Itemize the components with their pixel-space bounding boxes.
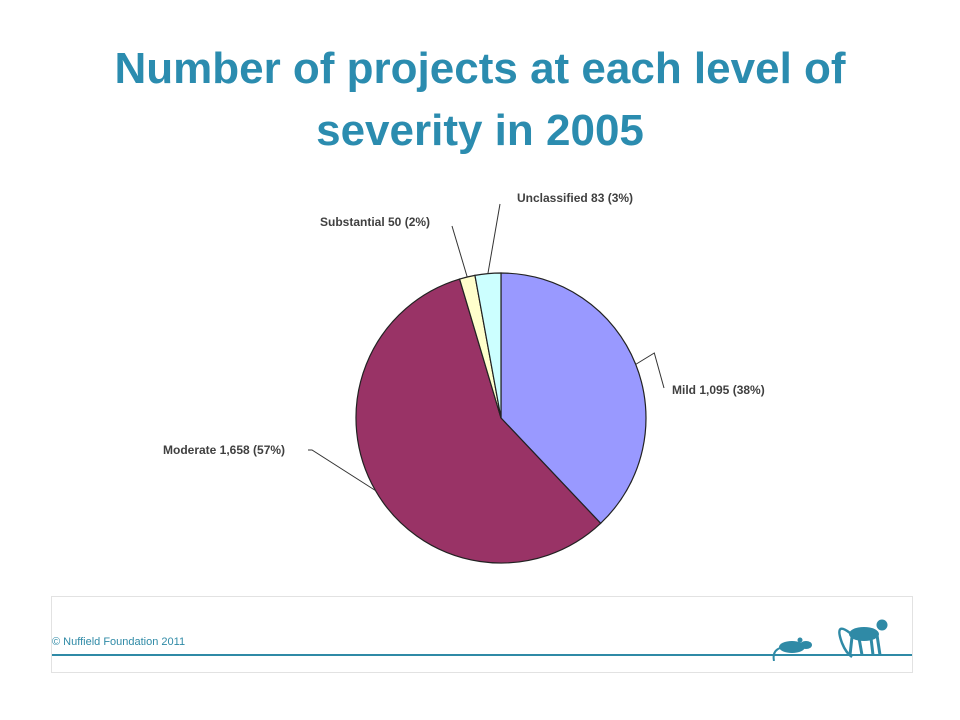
footer-divider [52, 654, 912, 656]
leader-line-mild [635, 352, 665, 389]
monkey-silhouette-icon [838, 619, 888, 659]
leader-lines [308, 203, 665, 491]
footer-banner: © Nuffield Foundation 2011 [51, 596, 913, 673]
slice-label-mild: Mild 1,095 (38%) [672, 383, 765, 397]
leader-line-unclassified [487, 203, 501, 274]
animal-silhouettes [772, 619, 888, 661]
slice-label-moderate: Moderate 1,658 (57%) [163, 443, 285, 457]
pie-slice-unclassified [474, 272, 502, 419]
pie-chart: Mild 1,095 (38%) Moderate 1,658 (57%) Subs… [163, 191, 765, 564]
pie-slice-mild [500, 272, 647, 525]
slice-label-substantial: Substantial 50 (2%) [320, 215, 430, 229]
slice-labels: Mild 1,095 (38%) Moderate 1,658 (57%) Subs… [163, 191, 765, 457]
pie-slices [355, 272, 647, 564]
leader-line-moderate [308, 449, 376, 491]
copyright-text: © Nuffield Foundation 2011 [52, 636, 186, 648]
leader-line-substantial [451, 225, 468, 278]
pie-slice-moderate [355, 278, 602, 564]
rat-silhouette-icon [772, 637, 812, 661]
slice-label-unclassified: Unclassified 83 (3%) [517, 191, 633, 205]
slide-title: Number of projects at each level of seve… [114, 44, 846, 155]
